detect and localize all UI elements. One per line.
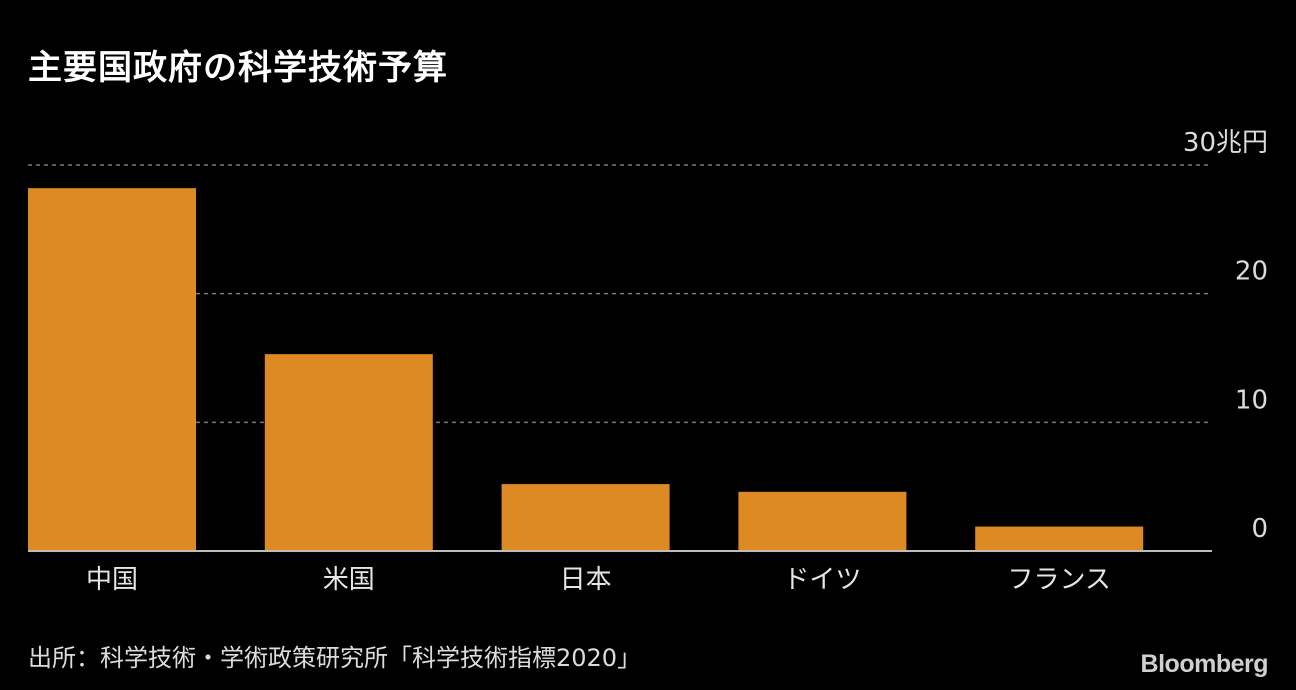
bar-3 bbox=[738, 491, 907, 551]
category-label-3: ドイツ bbox=[783, 565, 861, 595]
bars bbox=[28, 188, 1144, 551]
category-labels: 中国 米国 日本 ドイツ フランス bbox=[86, 565, 1111, 595]
category-label-2: 日本 bbox=[560, 565, 612, 595]
source-note: 出所：科学技術・学術政策研究所「科学技術指標2020」 bbox=[28, 644, 642, 672]
y-tick-label-0: 0 bbox=[1251, 514, 1268, 544]
grid-lines bbox=[28, 164, 1212, 424]
y-tick-label-10: 10 bbox=[1235, 385, 1268, 415]
bar-4 bbox=[975, 526, 1144, 551]
y-tick-label-20: 20 bbox=[1235, 257, 1268, 287]
bar-0 bbox=[28, 188, 196, 551]
chart-title: 主要国政府の科学技術予算 bbox=[28, 48, 448, 88]
category-label-4: フランス bbox=[1007, 565, 1110, 595]
bar-1 bbox=[264, 354, 433, 551]
bloomberg-logo: Bloomberg bbox=[1140, 650, 1269, 678]
y-tick-labels: 0 10 20 30兆円 bbox=[1183, 128, 1268, 544]
category-label-0: 中国 bbox=[86, 565, 138, 595]
bar-2 bbox=[501, 484, 670, 551]
category-label-1: 米国 bbox=[323, 565, 375, 595]
y-tick-label-30: 30兆円 bbox=[1183, 128, 1268, 158]
